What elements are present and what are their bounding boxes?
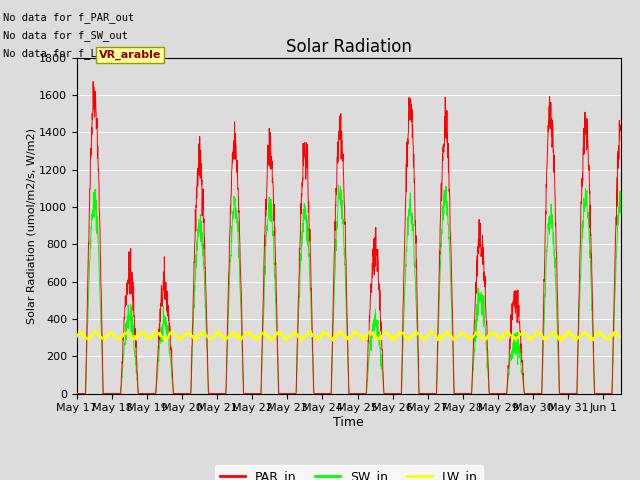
LW_in: [73, 335, 81, 341]
PAR_in: [617, 125, 625, 131]
Y-axis label: Solar Radiation (umol/m2/s, W/m2): Solar Radiation (umol/m2/s, W/m2): [26, 128, 36, 324]
PAR_in: [431, 391, 438, 396]
LW_in: [105, 332, 113, 337]
LW_in: [431, 331, 438, 336]
Text: No data for f_SW_out: No data for f_SW_out: [3, 30, 128, 41]
Title: Solar Radiation: Solar Radiation: [286, 38, 412, 56]
LW_in: [534, 329, 541, 335]
Text: VR_arable: VR_arable: [99, 50, 161, 60]
PAR_in: [534, 391, 541, 396]
Legend: PAR_in, SW_in, LW_in: PAR_in, SW_in, LW_in: [215, 465, 483, 480]
PAR_in: [414, 324, 422, 330]
LW_in: [512, 339, 520, 345]
LW_in: [352, 331, 360, 337]
SW_in: [73, 391, 81, 396]
Line: SW_in: SW_in: [77, 185, 621, 394]
PAR_in: [73, 391, 81, 396]
PAR_in: [598, 391, 606, 396]
Text: No data for f_PAR_out: No data for f_PAR_out: [3, 12, 134, 23]
X-axis label: Time: Time: [333, 416, 364, 429]
SW_in: [352, 391, 360, 396]
LW_in: [91, 327, 99, 333]
SW_in: [105, 391, 113, 396]
PAR_in: [90, 79, 97, 84]
Line: PAR_in: PAR_in: [77, 82, 621, 394]
SW_in: [617, 189, 625, 194]
Line: LW_in: LW_in: [77, 330, 621, 342]
LW_in: [617, 334, 625, 339]
SW_in: [534, 391, 541, 396]
SW_in: [335, 182, 342, 188]
LW_in: [598, 333, 606, 339]
SW_in: [598, 391, 606, 396]
PAR_in: [352, 391, 360, 396]
SW_in: [414, 346, 422, 352]
SW_in: [431, 391, 438, 396]
Text: No data for f_LW_out: No data for f_LW_out: [3, 48, 128, 60]
LW_in: [414, 330, 422, 336]
PAR_in: [105, 391, 113, 396]
